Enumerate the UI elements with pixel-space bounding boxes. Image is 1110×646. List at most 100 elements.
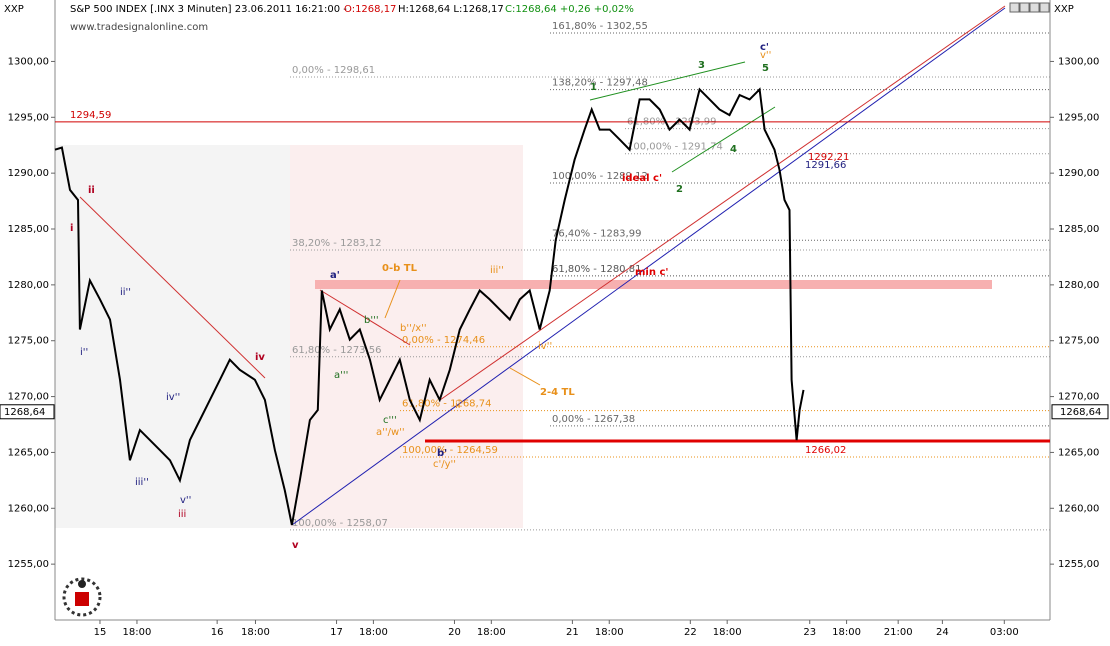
button[interactable] (1009, 2, 1020, 13)
wave-label: c'/y'' (433, 459, 456, 470)
y-tick-label: 1280,00 (8, 280, 49, 291)
fib-label: 61,80% - 1280,81 (552, 264, 641, 275)
x-tick-label: 20 (448, 627, 461, 638)
wave-label: 4 (730, 144, 737, 155)
trend-line (291, 7, 1006, 526)
y-tick-label: 1280,00 (1058, 280, 1099, 291)
y-tick-label: 1260,00 (8, 503, 49, 514)
button[interactable] (1029, 2, 1040, 13)
last-price-box (1051, 404, 1109, 420)
wave-label: b''' (364, 315, 379, 326)
arrow (509, 367, 541, 386)
wave-label: ii'' (120, 287, 131, 298)
pink-zone (290, 145, 523, 528)
y-tick-label: 1270,00 (1058, 392, 1099, 403)
h-line-label: 1266,02 (805, 445, 846, 456)
fib-label: 161,80% - 1302,55 (552, 21, 648, 32)
x-tick-label: 16 (211, 627, 224, 638)
fib-label: 0,00% - 1274,46 (402, 335, 485, 346)
wave-label: 3 (698, 60, 705, 71)
wave-label: 2-4 TL (540, 387, 575, 398)
x-tick-label: 24 (936, 627, 949, 638)
symbol: XXP (4, 4, 24, 15)
wave-label: 1291,66 (805, 160, 846, 171)
instrument: S&P 500 INDEX [.INX 3 Minuten] 23.06.201… (70, 4, 347, 15)
wave-label: a' (330, 270, 340, 281)
wave-label: ii'' (455, 400, 466, 411)
wave-label: 2 (676, 184, 683, 195)
button[interactable] (1039, 2, 1050, 13)
x-tick-label: 18:00 (832, 627, 861, 638)
y-tick-label: 1290,00 (8, 168, 49, 179)
y-tick-label: 1300,00 (1058, 56, 1099, 67)
arrow (384, 279, 401, 319)
x-tick-label: 03:00 (990, 627, 1019, 638)
wave-label: a''/w'' (376, 427, 405, 438)
high-low: H:1268,64 L:1268,17 (398, 4, 504, 15)
y-tick-label: 1300,00 (8, 56, 49, 67)
fib-label: 61,80% - 1268,74 (402, 399, 491, 410)
window-buttons[interactable] (1009, 2, 1050, 13)
wave-label: iii'' (135, 477, 149, 488)
wave-label: c' (760, 42, 769, 53)
y-tick-label: 1265,00 (8, 447, 49, 458)
x-tick-label: 15 (94, 627, 107, 638)
y-tick-label: 1285,00 (8, 224, 49, 235)
wave-label: v'' (760, 50, 771, 61)
y-tick-label: 1275,00 (8, 336, 49, 347)
trend-line (319, 289, 411, 346)
y-tick-label: 1295,00 (1058, 112, 1099, 123)
button[interactable] (1019, 2, 1030, 13)
trend-line (439, 5, 1006, 401)
x-tick-label: 21:00 (884, 627, 913, 638)
y-tick-label: 1265,00 (1058, 447, 1099, 458)
trend-line (79, 196, 266, 379)
y-tick-label: 1290,00 (1058, 168, 1099, 179)
fib-label: 61,80% - 1273,56 (292, 345, 381, 356)
right-symbol: XXP (1054, 4, 1074, 15)
fib-label: 100,00% - 1258,07 (292, 518, 388, 529)
wave-label: ideal c' (622, 173, 662, 184)
last-price-label: 1268,64 (1060, 407, 1101, 418)
wave-label: 1 (590, 82, 597, 93)
last-price-label: 1268,64 (4, 407, 45, 418)
price-line (54, 87, 805, 526)
last-price-box (0, 404, 55, 420)
wave-label: 5 (762, 63, 769, 74)
x-tick-label: 21 (566, 627, 579, 638)
fib-label: 100,00% - 1264,59 (402, 445, 498, 456)
wave-label: 1292,21 (808, 152, 849, 163)
fib-label: 38,20% - 1283,12 (292, 238, 381, 249)
y-tick-label: 1275,00 (1058, 336, 1099, 347)
wave-label: iii'' (490, 265, 504, 276)
logo (62, 577, 102, 617)
fib-label: 0,00% - 1298,61 (292, 65, 375, 76)
wave-label: i'' (80, 347, 88, 358)
wave-label: iv'' (538, 341, 552, 352)
h-line-label: 1294,59 (70, 110, 111, 121)
wave-label: iv'' (166, 392, 180, 403)
x-tick-label: 18:00 (123, 627, 152, 638)
y-tick-label: 1270,00 (8, 392, 49, 403)
x-tick-label: 22 (684, 627, 697, 638)
x-tick-label: 18:00 (595, 627, 624, 638)
x-tick-label: 18:00 (477, 627, 506, 638)
open: O:1268,17 (344, 4, 396, 15)
wave-label: ii (88, 185, 95, 196)
x-tick-label: 17 (330, 627, 343, 638)
fib-label: 138,20% - 1297,48 (552, 78, 648, 89)
close: C:1268,64 +0,26 +0,02% (505, 4, 634, 15)
wedge-line (671, 106, 776, 173)
wave-label: iv (255, 352, 265, 363)
gray-zone (55, 145, 290, 528)
wave-label: v (292, 540, 299, 551)
y-tick-label: 1255,00 (8, 559, 49, 570)
wave-label: min c' (635, 267, 668, 278)
x-tick-label: 18:00 (713, 627, 742, 638)
wave-label: iii (178, 509, 186, 520)
source: www.tradesignalonline.com (70, 22, 208, 33)
y-tick-label: 1255,00 (1058, 559, 1099, 570)
x-tick-label: 18:00 (359, 627, 388, 638)
wave-label: i (70, 223, 73, 234)
